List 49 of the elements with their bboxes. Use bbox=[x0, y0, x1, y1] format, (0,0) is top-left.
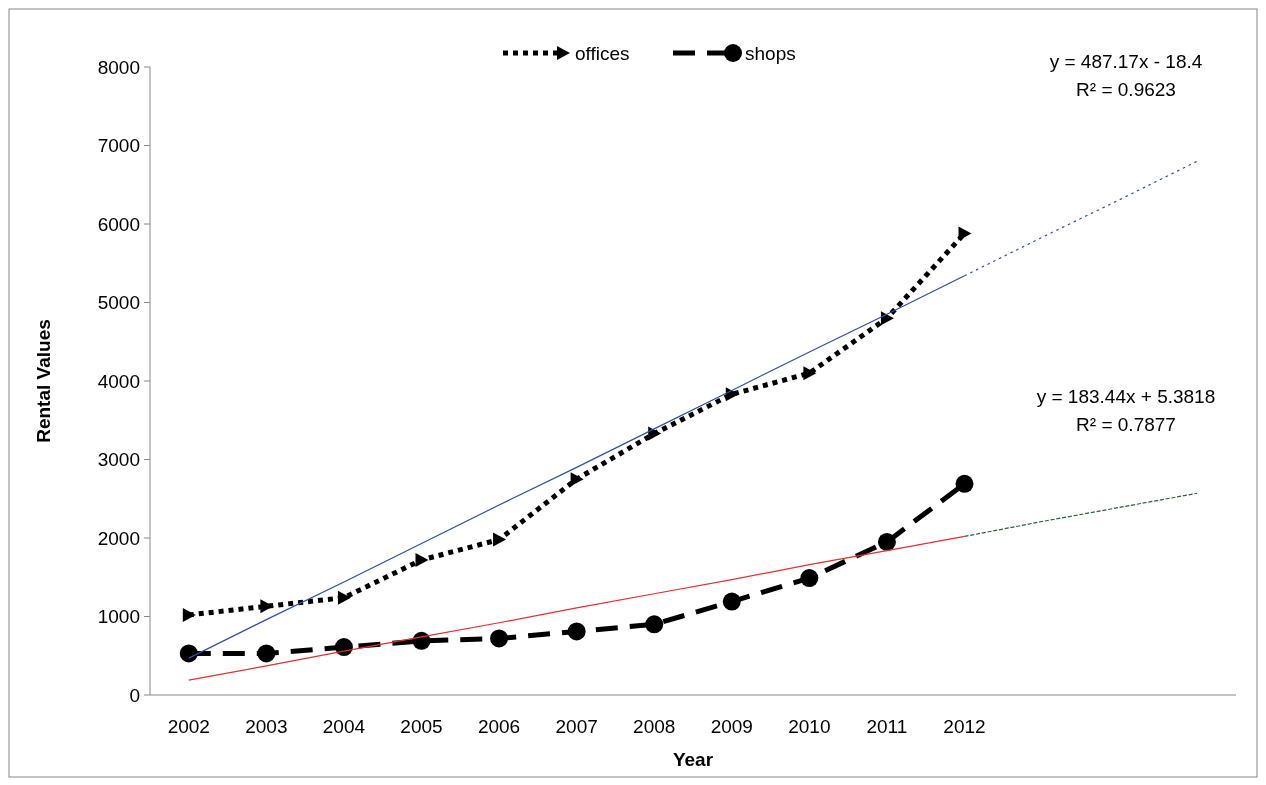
point bbox=[257, 644, 276, 663]
y-tick-label: 6000 bbox=[97, 213, 140, 235]
y-tick-label: 8000 bbox=[97, 56, 140, 78]
y-axis-title: Rental Values bbox=[33, 319, 54, 443]
x-tick-label: 2005 bbox=[400, 716, 443, 737]
y-tick-label: 2000 bbox=[97, 527, 140, 549]
legend-label: offices bbox=[575, 42, 630, 64]
point bbox=[493, 532, 507, 547]
line-series bbox=[963, 492, 1198, 538]
x-tick-label: 2009 bbox=[710, 716, 753, 737]
point bbox=[955, 474, 974, 493]
annotation: R² = 0.9623 bbox=[1076, 79, 1176, 100]
point bbox=[337, 590, 351, 605]
point bbox=[415, 552, 429, 567]
x-tick-label: 2010 bbox=[788, 716, 831, 737]
y-tick-label: 5000 bbox=[97, 292, 140, 314]
x-tick-label: 2011 bbox=[866, 716, 908, 737]
point bbox=[490, 629, 509, 648]
point bbox=[958, 226, 972, 241]
legend-label: shops bbox=[745, 42, 796, 64]
point bbox=[260, 599, 274, 614]
x-axis-title: Year bbox=[672, 749, 714, 770]
x-tick-label: 2003 bbox=[245, 716, 288, 737]
point bbox=[182, 607, 196, 622]
point bbox=[570, 472, 584, 487]
annotation: y = 487.17x - 18.4 bbox=[1049, 51, 1203, 72]
x-tick-label: 2007 bbox=[555, 716, 598, 737]
point bbox=[722, 592, 741, 611]
y-tick-label: 4000 bbox=[97, 370, 140, 392]
x-tick-label: 2012 bbox=[943, 716, 986, 737]
y-tick-label: 3000 bbox=[97, 449, 140, 471]
point bbox=[334, 638, 353, 657]
y-tick-label: 0 bbox=[129, 684, 140, 706]
point bbox=[877, 532, 896, 551]
line-series bbox=[188, 535, 966, 681]
point bbox=[648, 426, 662, 441]
point bbox=[567, 622, 586, 641]
x-tick-label: 2008 bbox=[633, 716, 676, 737]
y-tick-label: 1000 bbox=[97, 606, 140, 628]
x-tick-label: 2004 bbox=[322, 716, 366, 737]
point bbox=[179, 644, 198, 663]
annotation: y = 183.44x + 5.3818 bbox=[1036, 386, 1216, 407]
x-tick-label: 2006 bbox=[477, 716, 521, 737]
y-tick-label: 7000 bbox=[97, 135, 140, 157]
annotation: R² = 0.7877 bbox=[1076, 414, 1176, 435]
point bbox=[800, 569, 819, 588]
x-tick-label: 2002 bbox=[167, 716, 210, 737]
point bbox=[645, 615, 664, 634]
point bbox=[803, 366, 817, 381]
